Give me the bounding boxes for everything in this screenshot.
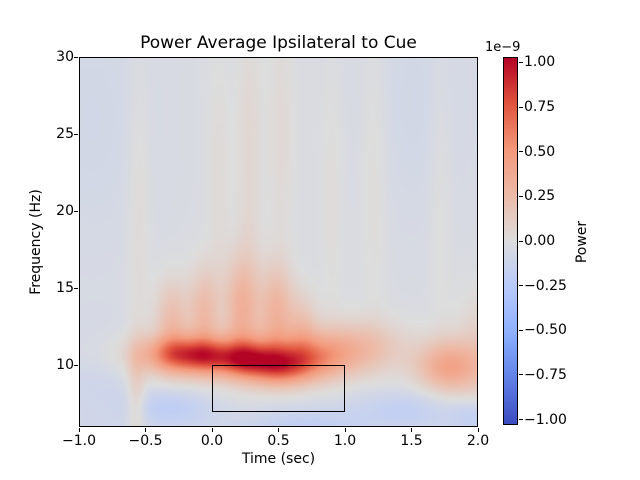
x-tick-label: 0.0	[200, 433, 224, 449]
colorbar-canvas	[503, 57, 518, 425]
colorbar-tick	[519, 419, 523, 421]
x-tick-label: 2.0	[466, 433, 490, 449]
y-tick-label: 15	[56, 280, 74, 297]
y-tick-label: 30	[56, 49, 74, 65]
colorbar-tick	[519, 285, 523, 287]
colorbar-tick	[519, 329, 523, 331]
colorbar-tick-label: −0.75	[524, 366, 567, 383]
colorbar-tick	[519, 195, 523, 197]
y-axis-tick	[74, 133, 78, 135]
colorbar-tick-label: 0.50	[524, 143, 556, 160]
x-axis-tick	[477, 428, 479, 432]
y-tick-label: 10	[56, 357, 74, 374]
colorbar-tick-label: 0.25	[524, 188, 556, 205]
x-axis-tick	[278, 428, 279, 432]
y-axis-label: Frequency (Hz)	[28, 189, 44, 295]
y-axis-tick	[74, 364, 78, 366]
y-tick-label: 25	[56, 126, 74, 143]
colorbar-label: Power	[574, 220, 590, 264]
plot-title: Power Average Ipsilateral to Cue	[140, 33, 417, 53]
x-tick-label: 1.5	[400, 433, 423, 449]
colorbar-tick	[519, 106, 523, 108]
colorbar-tick-label: 0.75	[524, 99, 556, 116]
x-axis-tick	[211, 428, 213, 432]
y-axis-tick	[74, 287, 78, 289]
colorbar-tick-label: −0.25	[524, 277, 567, 294]
x-axis-tick	[78, 428, 80, 432]
x-axis-tick	[411, 428, 412, 432]
colorbar-tick-label: −0.50	[524, 322, 567, 339]
colorbar-tick	[519, 240, 523, 242]
colorbar-tick-label: 1.00	[524, 54, 556, 71]
x-axis-tick	[145, 428, 146, 432]
colorbar-tick	[519, 151, 523, 153]
colorbar-tick-label: −1.00	[524, 411, 567, 428]
x-tick-label: 1.0	[333, 433, 357, 449]
x-axis-label: Time (sec)	[241, 451, 316, 467]
y-axis-tick	[74, 56, 78, 58]
colorbar-tick	[519, 374, 523, 376]
x-tick-label: −0.5	[128, 433, 163, 449]
y-axis-tick	[74, 210, 78, 212]
colorbar-offset-text: 1e−9	[485, 40, 521, 55]
y-tick-label: 20	[56, 203, 74, 220]
colorbar-tick-label: 0.00	[524, 233, 556, 249]
colorbar-tick	[519, 61, 523, 63]
x-axis-tick	[344, 428, 346, 432]
x-tick-label: 0.5	[267, 433, 290, 449]
x-tick-label: −1.0	[62, 433, 96, 449]
annotation-rectangle	[212, 365, 345, 412]
